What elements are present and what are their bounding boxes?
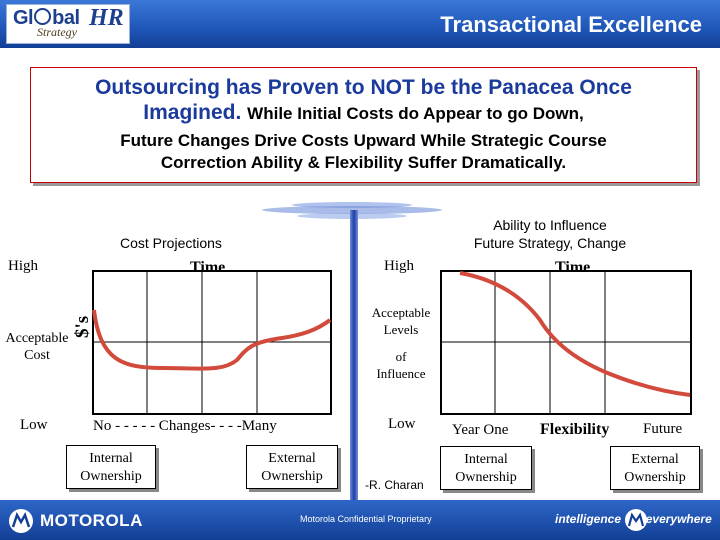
callout-body: Future Changes Drive Costs Upward While …: [31, 130, 696, 174]
center-divider: [350, 210, 358, 500]
influence-curve: [459, 271, 691, 397]
header-bar: Gl bal HR Strategy Transactional Excellen…: [0, 0, 720, 48]
footer-tagline: intelligence everywhere: [555, 512, 712, 526]
callout-line-1: Outsourcing has Proven to NOT be the Pan…: [95, 76, 632, 99]
right-y-acc-4: Influence: [376, 366, 426, 381]
logo-hr-text: HR: [89, 5, 124, 31]
callout-box: Outsourcing has Proven to NOT be the Pan…: [30, 67, 697, 183]
left-y-acceptable: Acceptable Cost: [4, 330, 70, 364]
tagline-2: everywhere: [645, 512, 712, 526]
right-x-right: Future: [643, 421, 683, 437]
callout-headline: Outsourcing has Proven to NOT be the Pan…: [31, 75, 696, 126]
right-chart: [440, 270, 692, 415]
left-internal-2: Ownership: [80, 469, 142, 484]
right-external-ownership: External Ownership: [610, 446, 700, 490]
left-internal-1: Internal: [89, 451, 133, 466]
right-y-acc-1: Acceptable: [371, 305, 431, 320]
right-chart-title-1: Ability to Influence: [493, 217, 607, 233]
footer-brand: MOTOROLA: [40, 511, 143, 530]
right-y-low: Low: [388, 416, 416, 432]
right-x-left: Year One: [452, 422, 509, 438]
footer-bar: MOTOROLA Motorola Confidential Proprieta…: [0, 500, 720, 540]
callout-line-3: Future Changes Drive Costs Upward While …: [120, 131, 607, 150]
right-chart-grid: [440, 270, 692, 415]
right-y-acc-3: of: [395, 349, 407, 364]
motorola-logo-icon: [9, 509, 33, 533]
right-external-1: External: [631, 452, 679, 467]
callout-line-4: Correction Ability & Flexibility Suffer …: [160, 153, 567, 172]
right-x-mid: Flexibility: [540, 421, 610, 438]
page-title: Transactional Excellence: [440, 12, 702, 37]
left-y-high: High: [8, 258, 38, 274]
left-chart: [92, 270, 332, 415]
tagline-1: intelligence: [555, 512, 622, 526]
callout-line-2: Imagined. While Initial Costs do Appear …: [143, 101, 584, 124]
left-y-unit: $'s: [72, 315, 93, 338]
right-y-influence: of Influence: [366, 348, 436, 382]
right-external-2: Ownership: [624, 470, 686, 485]
logo-text: Gl bal: [13, 7, 80, 29]
left-y-acceptable-2: Cost: [24, 348, 50, 363]
right-internal-1: Internal: [464, 452, 508, 467]
logo-sub-text: Strategy: [37, 25, 77, 39]
footer-confidential: Motorola Confidential Proprietary: [300, 514, 432, 524]
right-chart-title-2: Future Strategy, Change: [473, 235, 627, 251]
left-x-caption: No - - - - - Changes- - - -Many: [93, 418, 277, 434]
cost-projection-curve: [92, 309, 332, 371]
right-y-acc-2: Levels: [383, 322, 419, 337]
left-y-low: Low: [20, 417, 48, 433]
global-hr-logo: Gl bal HR Strategy: [6, 4, 130, 44]
right-internal-ownership: Internal Ownership: [440, 446, 532, 490]
left-external-2: Ownership: [261, 469, 323, 484]
left-external-1: External: [268, 451, 316, 466]
attribution: -R. Charan: [365, 478, 424, 492]
right-internal-2: Ownership: [455, 470, 517, 485]
left-y-acceptable-1: Acceptable: [5, 331, 69, 346]
left-chart-title: Cost Projections: [120, 235, 222, 251]
left-external-ownership: External Ownership: [246, 445, 338, 489]
right-chart-title: Ability to Influence Future Strategy, Ch…: [455, 216, 645, 252]
motorola-tagline-icon: [625, 509, 647, 531]
left-internal-ownership: Internal Ownership: [66, 445, 156, 489]
right-y-acceptable: Acceptable Levels: [366, 304, 436, 338]
right-y-high: High: [384, 258, 414, 274]
